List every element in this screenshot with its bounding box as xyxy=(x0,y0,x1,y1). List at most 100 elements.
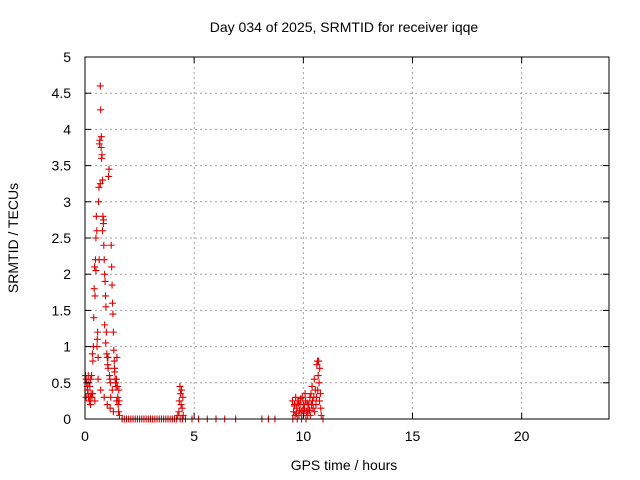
data-point xyxy=(95,256,103,264)
data-points xyxy=(81,82,327,423)
data-point xyxy=(105,172,113,180)
data-point xyxy=(105,165,113,173)
data-point xyxy=(104,353,112,361)
data-point xyxy=(92,212,100,220)
data-point xyxy=(108,281,116,289)
y-tick-label: 3 xyxy=(63,194,71,210)
data-point xyxy=(299,406,307,414)
data-point xyxy=(102,339,110,347)
data-point xyxy=(98,151,106,159)
data-point xyxy=(110,346,118,354)
data-point xyxy=(175,408,183,416)
data-point xyxy=(308,382,316,390)
data-point xyxy=(314,372,322,380)
y-tick-label: 4 xyxy=(63,121,71,137)
data-point xyxy=(316,390,324,398)
data-point xyxy=(316,364,324,372)
data-point xyxy=(88,350,96,358)
data-point xyxy=(84,372,92,380)
data-point xyxy=(97,386,105,394)
data-point xyxy=(106,404,114,412)
data-point xyxy=(110,364,118,372)
data-point xyxy=(89,390,97,398)
data-point xyxy=(113,397,121,405)
data-point xyxy=(308,401,316,409)
x-tick-label: 20 xyxy=(514,428,530,444)
x-tick-label: 5 xyxy=(190,428,198,444)
data-point xyxy=(313,361,321,369)
data-point xyxy=(82,393,90,401)
data-point xyxy=(114,393,122,401)
data-point xyxy=(178,404,186,412)
data-point xyxy=(113,382,121,390)
data-point xyxy=(110,357,118,365)
y-axis-title: SRMTID / TECUs xyxy=(5,183,21,293)
data-point xyxy=(115,411,123,419)
chart-title: Day 034 of 2025, SRMTID for receiver iqq… xyxy=(210,19,479,35)
data-point xyxy=(91,263,99,271)
data-point xyxy=(95,183,103,191)
data-point xyxy=(290,402,298,410)
data-point xyxy=(107,241,115,249)
y-tick-label: 2 xyxy=(63,266,71,282)
data-point xyxy=(297,395,305,403)
data-point xyxy=(298,393,306,401)
y-tick-label: 1 xyxy=(63,339,71,355)
data-point xyxy=(86,382,94,390)
axis-ticks: 0 0.5 1 1.5 2 2.5 3 3.5 4 4.5 5 0 5 10 15 20 xyxy=(52,49,609,444)
data-point xyxy=(94,375,102,383)
data-point xyxy=(95,198,103,206)
y-tick-label: 3.5 xyxy=(52,158,72,174)
data-point xyxy=(315,379,323,387)
data-point xyxy=(92,267,100,275)
data-point xyxy=(317,404,325,412)
data-point xyxy=(93,335,101,343)
data-point xyxy=(295,399,303,407)
data-point xyxy=(112,375,120,383)
y-tick-label: 4.5 xyxy=(52,85,72,101)
data-point xyxy=(101,270,109,278)
y-tick-label: 5 xyxy=(63,49,71,65)
data-point xyxy=(97,133,105,141)
y-tick-label: 0 xyxy=(63,411,71,427)
data-point xyxy=(179,393,187,401)
data-point xyxy=(87,375,95,383)
data-point xyxy=(88,393,96,401)
data-point xyxy=(303,399,311,407)
data-point xyxy=(94,353,102,361)
data-point xyxy=(96,136,104,144)
data-point xyxy=(109,328,117,336)
x-tick-label: 15 xyxy=(405,428,421,444)
data-point xyxy=(314,386,322,394)
x-tick-label: 10 xyxy=(296,428,312,444)
data-point xyxy=(315,397,323,405)
data-point xyxy=(100,393,108,401)
data-point xyxy=(292,393,300,401)
data-point xyxy=(306,411,314,419)
data-point xyxy=(93,343,101,351)
data-point xyxy=(97,106,105,114)
data-point xyxy=(100,241,108,249)
data-point xyxy=(113,353,121,361)
grid-lines xyxy=(85,57,609,419)
data-point xyxy=(109,299,117,307)
data-point xyxy=(301,390,309,398)
data-point xyxy=(100,216,108,224)
data-point xyxy=(177,390,185,398)
x-tick-label: 0 xyxy=(81,428,89,444)
data-point xyxy=(102,292,110,300)
data-point xyxy=(177,401,185,409)
data-point xyxy=(91,292,99,300)
data-point xyxy=(96,82,104,90)
data-point xyxy=(99,212,107,220)
data-point xyxy=(310,393,318,401)
data-point xyxy=(310,375,318,383)
y-tick-label: 2.5 xyxy=(52,230,72,246)
data-point xyxy=(292,409,300,417)
y-tick-label: 1.5 xyxy=(52,302,72,318)
data-point xyxy=(309,397,317,405)
data-point xyxy=(92,234,100,242)
y-tick-label: 0.5 xyxy=(52,375,72,391)
data-point xyxy=(89,357,97,365)
